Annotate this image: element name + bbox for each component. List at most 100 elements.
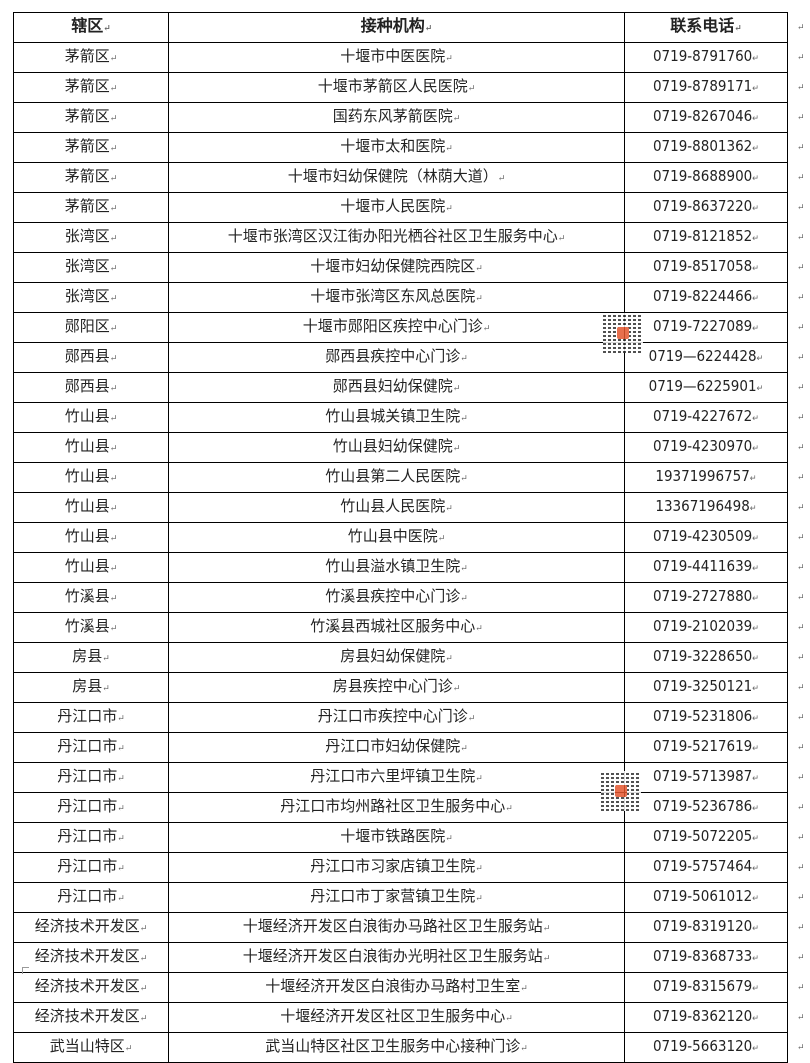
district-cell: 郧阳区 bbox=[13, 312, 169, 343]
district-cell: 郧西县 bbox=[13, 342, 169, 373]
row-end-mark: ↵ bbox=[797, 892, 805, 903]
institution-cell: 十堰市中医医院 bbox=[168, 42, 625, 73]
district-cell: 经济技术开发区 bbox=[13, 972, 169, 1003]
table-row: 丹江口市丹江口市六里坪镇卫生院0719-5713987 bbox=[13, 762, 788, 793]
row-end-mark: ↵ bbox=[797, 742, 805, 753]
table-row: 茅箭区十堰市太和医院0719-8801362 bbox=[13, 132, 788, 163]
table-row: 茅箭区国药东风茅箭医院0719-8267046 bbox=[13, 102, 788, 133]
district-cell: 张湾区 bbox=[13, 282, 169, 313]
institution-cell: 房县妇幼保健院 bbox=[168, 642, 625, 673]
district-cell: 丹江口市 bbox=[13, 762, 169, 793]
phone-cell: 0719-2727880 bbox=[624, 582, 788, 613]
phone-cell: 0719-5231806 bbox=[624, 702, 788, 733]
table-row: 丹江口市丹江口市习家店镇卫生院0719-5757464 bbox=[13, 852, 788, 883]
row-end-mark: ↵ bbox=[797, 472, 805, 483]
district-cell: 郧西县 bbox=[13, 372, 169, 403]
table-row: 竹溪县竹溪县疾控中心门诊0719-2727880 bbox=[13, 582, 788, 613]
institution-cell: 十堰市张湾区东风总医院 bbox=[168, 282, 625, 313]
district-cell: 丹江口市 bbox=[13, 882, 169, 913]
institution-cell: 十堰经济开发区白浪街办马路村卫生室 bbox=[168, 972, 625, 1003]
row-end-mark: ↵ bbox=[797, 862, 805, 873]
phone-cell: 0719-4411639 bbox=[624, 552, 788, 583]
table-row: 竹山县竹山县第二人民医院19371996757 bbox=[13, 462, 788, 493]
institution-cell: 十堰市郧阳区疾控中心门诊 bbox=[168, 312, 625, 343]
phone-cell: 0719-5663120 bbox=[624, 1032, 788, 1063]
institution-cell: 丹江口市丁家营镇卫生院 bbox=[168, 882, 625, 913]
phone-cell: 0719-5236786 bbox=[624, 792, 788, 823]
institution-cell: 十堰市人民医院 bbox=[168, 192, 625, 223]
institution-cell: 竹山县妇幼保健院 bbox=[168, 432, 625, 463]
table-row: 武当山特区武当山特区社区卫生服务中心接种门诊0719-5663120 bbox=[13, 1032, 788, 1063]
district-cell: 茅箭区 bbox=[13, 72, 169, 103]
row-end-mark: ↵ bbox=[797, 412, 805, 423]
phone-cell: 0719-8791760 bbox=[624, 42, 788, 73]
table-row: 张湾区十堰市张湾区东风总医院0719-8224466 bbox=[13, 282, 788, 313]
district-cell: 丹江口市 bbox=[13, 822, 169, 853]
table-row: 竹山县竹山县妇幼保健院0719-4230970 bbox=[13, 432, 788, 463]
row-end-mark: ↵ bbox=[797, 112, 805, 123]
institution-cell: 十堰经济开发区社区卫生服务中心 bbox=[168, 1002, 625, 1033]
district-cell: 经济技术开发区 bbox=[13, 942, 169, 973]
table-row: 张湾区十堰市张湾区汉江街办阳光栖谷社区卫生服务中心0719-8121852 bbox=[13, 222, 788, 253]
phone-cell: 0719-8517058 bbox=[624, 252, 788, 283]
phone-cell: 0719-5072205 bbox=[624, 822, 788, 853]
district-cell: 丹江口市 bbox=[13, 792, 169, 823]
district-cell: 丹江口市 bbox=[13, 732, 169, 763]
institution-cell: 武当山特区社区卫生服务中心接种门诊 bbox=[168, 1032, 625, 1063]
phone-cell: 0719-5061012 bbox=[624, 882, 788, 913]
phone-cell: 0719-8368733 bbox=[624, 942, 788, 973]
table-row: 郧西县郧西县疾控中心门诊0719—6224428 bbox=[13, 342, 788, 373]
table-row: 丹江口市丹江口市疾控中心门诊0719-5231806 bbox=[13, 702, 788, 733]
row-end-mark: ↵ bbox=[797, 22, 805, 33]
row-end-mark: ↵ bbox=[797, 652, 805, 663]
institution-cell: 十堰经济开发区白浪街办马路社区卫生服务站 bbox=[168, 912, 625, 943]
row-end-mark: ↵ bbox=[797, 442, 805, 453]
row-end-mark: ↵ bbox=[797, 802, 805, 813]
table-row: 郧阳区十堰市郧阳区疾控中心门诊0719-7227089 bbox=[13, 312, 788, 343]
row-end-mark: ↵ bbox=[797, 1042, 805, 1053]
district-cell: 茅箭区 bbox=[13, 192, 169, 223]
institution-cell: 十堰市茅箭区人民医院 bbox=[168, 72, 625, 103]
table-header-row: 辖区 接种机构 联系电话 bbox=[13, 12, 788, 43]
district-cell: 茅箭区 bbox=[13, 42, 169, 73]
table-row: 房县房县疾控中心门诊0719-3250121 bbox=[13, 672, 788, 703]
table-row: 张湾区十堰市妇幼保健院西院区0719-8517058 bbox=[13, 252, 788, 283]
district-cell: 茅箭区 bbox=[13, 102, 169, 133]
table-row: 丹江口市十堰市铁路医院0719-5072205 bbox=[13, 822, 788, 853]
phone-cell: 0719-5217619 bbox=[624, 732, 788, 763]
district-cell: 竹山县 bbox=[13, 462, 169, 493]
district-cell: 竹山县 bbox=[13, 432, 169, 463]
district-cell: 竹山县 bbox=[13, 402, 169, 433]
table-row: 经济技术开发区十堰经济开发区白浪街办马路社区卫生服务站0719-8319120 bbox=[13, 912, 788, 943]
table-row: 竹山县竹山县人民医院13367196498 bbox=[13, 492, 788, 523]
header-phone: 联系电话 bbox=[624, 12, 788, 43]
institution-cell: 十堰市太和医院 bbox=[168, 132, 625, 163]
table-row: 经济技术开发区十堰经济开发区社区卫生服务中心0719-8362120 bbox=[13, 1002, 788, 1033]
institution-cell: 郧西县妇幼保健院 bbox=[168, 372, 625, 403]
district-cell: 经济技术开发区 bbox=[13, 1002, 169, 1033]
table-row: 茅箭区十堰市中医医院0719-8791760 bbox=[13, 42, 788, 73]
institution-cell: 丹江口市疾控中心门诊 bbox=[168, 702, 625, 733]
row-end-mark: ↵ bbox=[797, 322, 805, 333]
row-end-mark: ↵ bbox=[797, 232, 805, 243]
phone-cell: 0719-3228650 bbox=[624, 642, 788, 673]
district-cell: 竹山县 bbox=[13, 492, 169, 523]
table-row: 丹江口市丹江口市妇幼保健院0719-5217619 bbox=[13, 732, 788, 763]
institution-cell: 竹溪县西城社区服务中心 bbox=[168, 612, 625, 643]
phone-cell: 19371996757 bbox=[624, 462, 788, 493]
district-cell: 茅箭区 bbox=[13, 162, 169, 193]
phone-cell: 13367196498 bbox=[624, 492, 788, 523]
row-end-mark: ↵ bbox=[797, 922, 805, 933]
row-end-mark: ↵ bbox=[797, 952, 805, 963]
phone-cell: 0719-8637220 bbox=[624, 192, 788, 223]
phone-cell: 0719-4227672 bbox=[624, 402, 788, 433]
institution-cell: 丹江口市习家店镇卫生院 bbox=[168, 852, 625, 883]
row-end-mark: ↵ bbox=[797, 262, 805, 273]
institution-cell: 竹山县第二人民医院 bbox=[168, 462, 625, 493]
district-cell: 竹山县 bbox=[13, 522, 169, 553]
district-cell: 丹江口市 bbox=[13, 702, 169, 733]
phone-cell: 0719-8267046 bbox=[624, 102, 788, 133]
table-row: 茅箭区十堰市茅箭区人民医院0719-8789171 bbox=[13, 72, 788, 103]
institution-cell: 竹山县溢水镇卫生院 bbox=[168, 552, 625, 583]
phone-cell: 0719-8315679 bbox=[624, 972, 788, 1003]
